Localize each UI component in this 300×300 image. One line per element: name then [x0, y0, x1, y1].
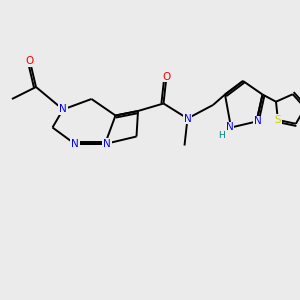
Text: N: N: [184, 113, 191, 124]
Text: O: O: [162, 71, 171, 82]
Text: N: N: [59, 104, 67, 115]
Text: O: O: [26, 56, 34, 67]
Text: N: N: [71, 139, 79, 149]
Text: S: S: [274, 115, 281, 125]
Text: H: H: [218, 130, 225, 140]
Text: N: N: [103, 139, 111, 149]
Text: N: N: [254, 116, 262, 127]
Text: N: N: [226, 122, 233, 133]
